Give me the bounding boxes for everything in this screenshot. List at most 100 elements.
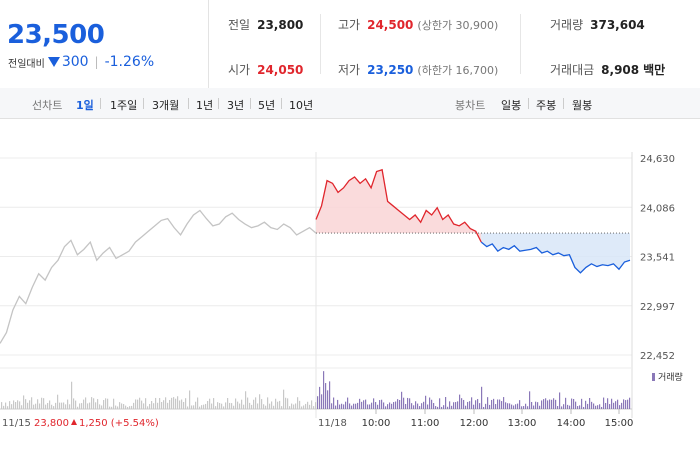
volume-bar xyxy=(185,398,187,409)
candle-tab-monthly[interactable]: 월봉 xyxy=(572,99,593,112)
volume-bar xyxy=(475,400,477,409)
volume-bar xyxy=(261,399,263,409)
volume-bar xyxy=(495,404,497,409)
volume-bar xyxy=(157,402,159,409)
volume-bar xyxy=(295,403,297,409)
volume-bar xyxy=(315,402,317,409)
volume-bar xyxy=(211,403,213,409)
volume-bar xyxy=(531,401,533,409)
volume-bar xyxy=(247,397,249,409)
volume-bar xyxy=(403,397,405,409)
volume-bar xyxy=(507,403,509,409)
volume-bar xyxy=(29,400,31,409)
volume-bar xyxy=(607,398,609,409)
volume-bar xyxy=(513,405,515,409)
stat-sub: (하한가 16,700) xyxy=(417,63,499,77)
volume-bar xyxy=(567,404,569,409)
volume-bar xyxy=(575,401,577,409)
divider xyxy=(250,98,251,109)
volume-bar xyxy=(113,398,115,409)
volume-bar xyxy=(305,403,307,409)
volume-bar xyxy=(563,404,565,409)
candle-tab-daily[interactable]: 일봉 xyxy=(501,99,522,112)
period-tab-1d[interactable]: 1일 xyxy=(76,99,94,112)
volume-bar xyxy=(139,397,141,409)
volume-bar xyxy=(47,402,49,409)
stat-label: 고가 xyxy=(338,18,361,32)
volume-bar xyxy=(59,402,61,409)
stat-value: 23,800 xyxy=(257,17,304,32)
candle-chart-label: 봉차트 xyxy=(455,99,486,112)
volume-bar xyxy=(127,406,129,409)
volume-bar xyxy=(275,398,277,409)
volume-bar xyxy=(427,404,429,409)
volume-bar xyxy=(523,406,525,409)
volume-bar xyxy=(33,404,35,409)
volume-bar xyxy=(399,399,401,409)
volume-bar xyxy=(535,401,537,409)
volume-bar xyxy=(541,400,543,409)
volume-bar xyxy=(17,400,19,409)
volume-bar xyxy=(363,400,365,409)
volume-bar xyxy=(517,403,519,409)
volume-bar xyxy=(129,406,131,409)
period-tab-10y[interactable]: 10년 xyxy=(289,99,314,112)
volume-bar xyxy=(579,405,581,409)
period-tab-5y[interactable]: 5년 xyxy=(258,99,276,112)
change-amount: 300 xyxy=(61,54,89,70)
volume-bar xyxy=(529,391,531,409)
volume-bar xyxy=(287,398,289,409)
volume-bar xyxy=(597,405,599,409)
volume-bar xyxy=(615,401,617,409)
volume-bar xyxy=(297,397,299,409)
period-tab-1y[interactable]: 1년 xyxy=(196,99,214,112)
stat-sub: (상한가 30,900) xyxy=(417,18,499,32)
period-tab-3m[interactable]: 3개월 xyxy=(152,99,180,112)
volume-bar xyxy=(559,392,561,409)
x-tick-label: 10:00 xyxy=(362,418,391,429)
volume-bar xyxy=(123,404,125,409)
volume-bar xyxy=(461,398,463,409)
volume-bar xyxy=(311,400,313,409)
candle-tab-weekly[interactable]: 주봉 xyxy=(536,99,557,112)
volume-bar xyxy=(369,404,371,409)
volume-bar xyxy=(141,400,143,409)
volume-bar xyxy=(449,401,451,409)
volume-bar xyxy=(593,403,595,409)
price-lines xyxy=(0,168,631,344)
volume-bar xyxy=(221,403,223,409)
volume-bar xyxy=(217,402,219,409)
volume-bar xyxy=(25,399,27,409)
stat-high: 고가 24,500 (상한가 30,900) xyxy=(338,16,498,33)
volume-bar xyxy=(605,402,607,409)
volume-bar xyxy=(511,404,513,409)
stat-value: 24,500 xyxy=(367,17,414,32)
volume-bar xyxy=(231,403,233,409)
volume-bar xyxy=(533,405,535,409)
up-area xyxy=(316,169,482,243)
divider xyxy=(218,98,219,109)
divider xyxy=(188,98,189,109)
period-tab-3y[interactable]: 3년 xyxy=(227,99,245,112)
volume-bar xyxy=(143,403,145,409)
volume-bar xyxy=(433,403,435,409)
volume-bar xyxy=(421,403,423,409)
volume-bar xyxy=(175,398,177,409)
volume-bar xyxy=(395,401,397,409)
volume-bar xyxy=(309,404,311,409)
volume-bar xyxy=(159,398,161,409)
volume-bar xyxy=(425,395,427,409)
volume-bar xyxy=(87,403,89,409)
volume-bar xyxy=(199,406,201,409)
volume-bar xyxy=(301,406,303,409)
stat-label: 저가 xyxy=(338,63,361,77)
volume-bar xyxy=(183,401,185,409)
down-price-line xyxy=(480,241,631,274)
volume-bar xyxy=(543,399,545,409)
period-tab-1w[interactable]: 1주일 xyxy=(110,99,138,112)
volume-bar xyxy=(109,406,111,409)
volume-bar xyxy=(385,406,387,409)
volume-bar xyxy=(551,399,553,409)
volume-bar xyxy=(101,405,103,409)
volume-bar xyxy=(117,406,119,409)
